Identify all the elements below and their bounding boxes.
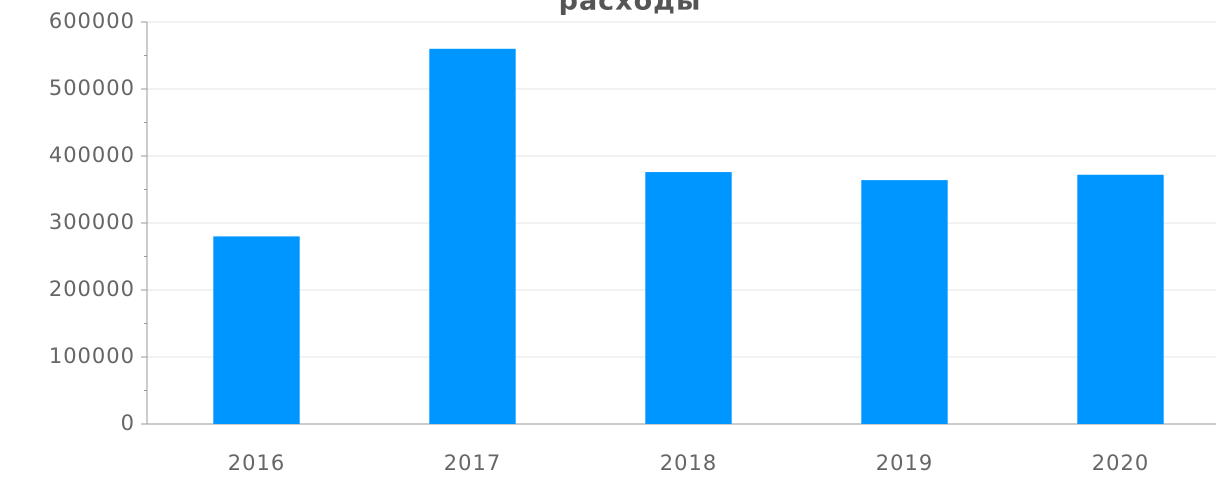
x-tick-label: 2018 [660, 451, 717, 475]
chart-title: расходы [559, 0, 702, 17]
x-tick-label: 2016 [228, 451, 285, 475]
bar [1077, 174, 1164, 424]
y-tick-label: 400000 [49, 143, 135, 167]
bar [645, 172, 732, 424]
y-tick-label: 100000 [49, 344, 135, 368]
x-tick-label: 2019 [876, 451, 933, 475]
bar [861, 180, 948, 424]
bar [429, 48, 516, 425]
y-tick-label: 500000 [49, 76, 135, 100]
y-tick-label: 600000 [49, 9, 135, 33]
y-tick-label: 200000 [49, 277, 135, 301]
y-tick-label: 300000 [49, 210, 135, 234]
bar [213, 236, 300, 424]
x-tick-label: 2017 [444, 451, 501, 475]
y-tick-label: 0 [121, 411, 135, 435]
x-tick-label: 2020 [1092, 451, 1149, 475]
